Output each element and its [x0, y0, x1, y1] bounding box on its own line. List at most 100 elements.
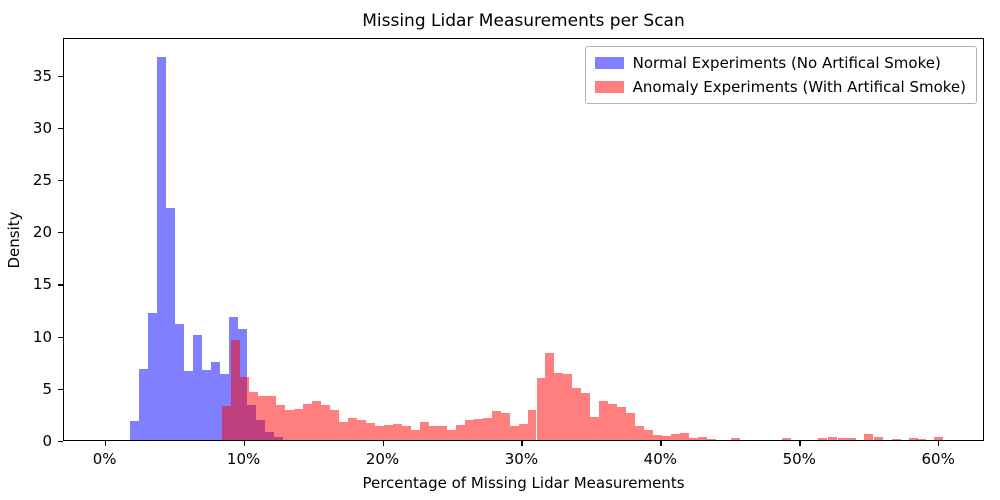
histogram-bar-anomaly-18 — [383, 425, 393, 440]
x-tick-label: 40% — [643, 450, 677, 468]
histogram-bar-anomaly-44 — [617, 406, 627, 440]
histogram-bar-anomaly-26 — [455, 425, 465, 440]
histogram-bar-anomaly-37 — [554, 373, 564, 440]
histogram-bar-anomaly-1 — [231, 339, 241, 440]
histogram-bar-anomaly-5 — [267, 395, 277, 440]
x-tick-label: 10% — [226, 450, 261, 468]
legend-item-anomaly: Anomaly Experiments (With Artifical Smok… — [594, 78, 966, 96]
histogram-bar-normal-2 — [148, 312, 158, 440]
x-tick-label: 50% — [782, 450, 816, 468]
histogram-bar-anomaly-17 — [374, 426, 384, 440]
histogram-bar-anomaly-27 — [464, 420, 474, 440]
histogram-bar-normal-8 — [202, 370, 212, 440]
y-tick-mark — [58, 336, 63, 338]
histogram-bar-normal-4 — [166, 208, 176, 440]
y-tick-label: 15 — [32, 275, 52, 294]
histogram-bar-anomaly-39 — [572, 387, 582, 440]
legend-item-normal: Normal Experiments (No Artifical Smoke) — [594, 54, 966, 72]
histogram-bar-anomaly-3 — [249, 391, 259, 440]
histogram-bar-normal-1 — [139, 369, 149, 440]
x-tick-mark — [799, 441, 801, 446]
histogram-bar-anomaly-16 — [365, 423, 375, 440]
histogram-bar-anomaly-tail-3 — [828, 437, 837, 440]
y-tick-mark — [58, 75, 63, 77]
legend-label-anomaly: Anomaly Experiments (With Artifical Smok… — [632, 78, 966, 96]
histogram-bar-anomaly-tail-0 — [730, 438, 740, 440]
histogram-bars-layer — [64, 39, 983, 440]
x-tick-label: 60% — [921, 450, 955, 468]
legend-swatch-anomaly — [594, 81, 624, 93]
histogram-bar-anomaly-0 — [222, 405, 232, 440]
histogram-bar-anomaly-13 — [338, 421, 348, 440]
histogram-bar-anomaly-49 — [662, 435, 672, 440]
histogram-bar-anomaly-6 — [276, 404, 286, 440]
y-tick-label: 30 — [32, 118, 52, 137]
histogram-bar-anomaly-20 — [401, 426, 411, 440]
histogram-bar-anomaly-40 — [581, 393, 591, 440]
histogram-bar-anomaly-52 — [689, 438, 699, 440]
histogram-bar-anomaly-10 — [312, 401, 321, 440]
y-tick-mark — [58, 388, 63, 391]
histogram-bar-anomaly-22 — [419, 422, 429, 440]
histogram-bar-normal-7 — [193, 334, 203, 440]
histogram-bar-normal-3 — [157, 56, 167, 440]
x-tick-mark — [938, 441, 940, 446]
histogram-bar-anomaly-tail-1 — [782, 438, 792, 440]
x-tick-mark — [104, 441, 106, 446]
y-tick-label: 10 — [32, 327, 52, 346]
histogram-bar-anomaly-14 — [347, 418, 357, 440]
histogram-bar-anomaly-35 — [536, 378, 546, 440]
x-tick-mark — [521, 441, 523, 446]
histogram-bar-anomaly-tail-2 — [818, 438, 828, 440]
x-tick-mark — [382, 441, 384, 446]
y-tick-mark — [58, 441, 63, 443]
histogram-bar-normal-9 — [211, 361, 221, 440]
histogram-bar-anomaly-29 — [482, 418, 492, 440]
histogram-bar-anomaly-30 — [491, 410, 501, 440]
histogram-bar-anomaly-32 — [509, 426, 519, 440]
histogram-bar-anomaly-9 — [303, 403, 312, 440]
histogram-bar-anomaly-41 — [590, 417, 600, 440]
histogram-bar-anomaly-48 — [653, 434, 663, 440]
x-tick-mark — [243, 441, 245, 446]
histogram-bar-anomaly-33 — [518, 424, 528, 440]
y-tick-label: 20 — [32, 223, 52, 242]
histogram-bar-anomaly-15 — [356, 420, 366, 440]
x-tick-mark — [660, 441, 662, 446]
histogram-bar-anomaly-4 — [258, 396, 268, 440]
histogram-bar-anomaly-24 — [437, 426, 447, 440]
histogram-bar-anomaly-12 — [329, 409, 339, 440]
histogram-bar-anomaly-45 — [626, 412, 636, 440]
histogram-bar-normal-0 — [130, 420, 140, 440]
x-tick-label: 20% — [365, 450, 400, 468]
histogram-bar-anomaly-25 — [446, 429, 456, 440]
histogram-bar-anomaly-47 — [644, 429, 654, 440]
histogram-bar-anomaly-23 — [428, 426, 438, 440]
legend: Normal Experiments (No Artifical Smoke) … — [584, 46, 977, 104]
histogram-bar-anomaly-51 — [680, 432, 690, 440]
plot-area: Normal Experiments (No Artifical Smoke) … — [63, 38, 984, 441]
y-tick-mark — [58, 284, 63, 286]
y-tick-label: 25 — [32, 170, 52, 189]
x-tick-label: 30% — [504, 450, 539, 468]
histogram-bar-anomaly-42 — [599, 401, 609, 440]
chart-title: Missing Lidar Measurements per Scan — [362, 11, 685, 31]
y-tick-label: 5 — [42, 379, 52, 398]
histogram-bar-anomaly-46 — [635, 426, 645, 440]
legend-label-normal: Normal Experiments (No Artifical Smoke) — [632, 54, 941, 72]
histogram-bar-anomaly-tail-9 — [908, 437, 918, 440]
histogram-bar-anomaly-11 — [320, 404, 330, 440]
histogram-bar-anomaly-tail-4 — [837, 437, 847, 440]
histogram-bar-anomaly-54 — [707, 438, 717, 440]
histogram-bar-anomaly-38 — [563, 374, 573, 440]
histogram-bar-anomaly-8 — [294, 408, 304, 440]
x-tick-label: 0% — [92, 450, 117, 468]
histogram-bar-normal-5 — [175, 324, 185, 440]
histogram-bar-anomaly-tail-10 — [916, 438, 926, 440]
histogram-bar-anomaly-21 — [410, 429, 420, 440]
histogram-bar-anomaly-2 — [240, 377, 250, 440]
y-tick-label: 35 — [32, 66, 52, 85]
y-tick-mark — [58, 232, 63, 234]
histogram-bar-anomaly-7 — [285, 409, 295, 440]
